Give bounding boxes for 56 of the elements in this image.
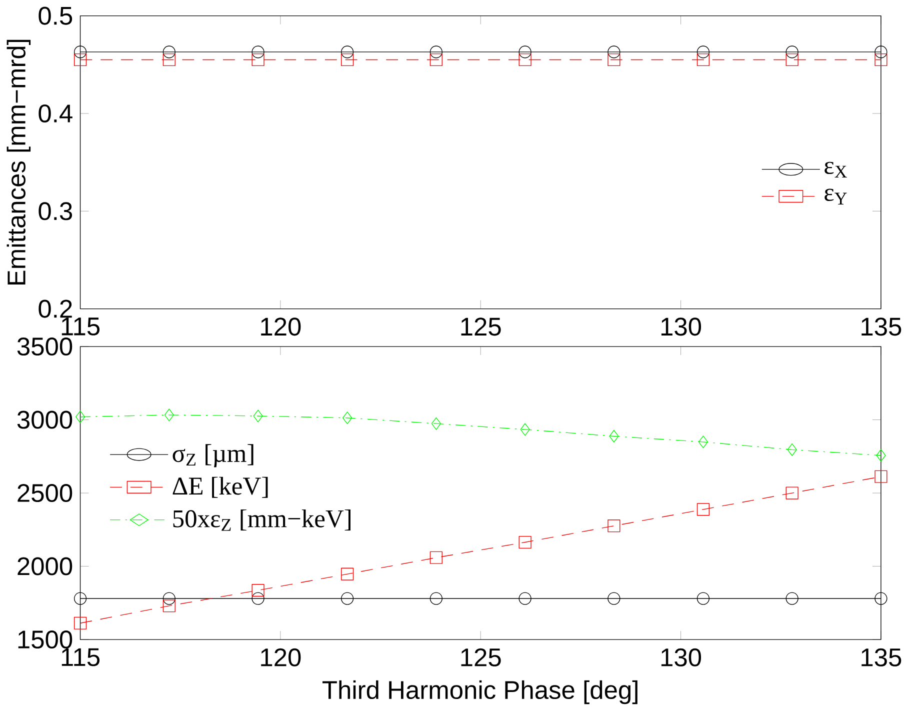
point — [341, 592, 354, 605]
x-tick-label: 125 — [461, 318, 501, 336]
point — [608, 592, 620, 605]
x-tick-label: 120 — [261, 318, 301, 336]
point — [162, 592, 176, 605]
y-tick-label: 0.2 — [38, 300, 72, 318]
legend-label: ε$_{X}$ — [824, 162, 847, 178]
point — [876, 449, 886, 462]
point — [74, 616, 87, 630]
x-tick-label: 135 — [862, 648, 902, 666]
y-axis-title: Emittances [mm−mrd] — [6, 40, 31, 285]
x-tick-label: 135 — [862, 318, 902, 336]
point — [162, 600, 176, 612]
point — [787, 443, 797, 456]
legend-label: ε$_{Y}$ — [824, 188, 847, 205]
point — [252, 584, 264, 597]
point — [430, 551, 442, 564]
point — [75, 410, 86, 424]
point — [608, 520, 620, 532]
point — [252, 592, 264, 605]
y-tick-label: 1500 — [18, 630, 72, 649]
point — [74, 592, 87, 605]
x-tick-label: 115 — [62, 318, 100, 336]
x-tick-label: 125 — [461, 648, 501, 666]
point — [874, 470, 888, 483]
x-axis-title: Third Harmonic Phase [deg] — [322, 680, 638, 704]
point — [518, 592, 532, 605]
point — [342, 412, 352, 424]
point — [518, 536, 532, 549]
point — [786, 486, 798, 500]
point — [609, 430, 619, 443]
y-tick-label: 2500 — [18, 484, 72, 502]
point — [696, 592, 710, 605]
legend-label: σ$_{Z}$ [µm] — [172, 444, 254, 468]
point — [164, 408, 174, 422]
point — [874, 592, 888, 605]
legend-label: ΔE [keV] — [172, 476, 268, 498]
x-tick-label: 115 — [62, 648, 100, 666]
legend-label: 50xε$_{Z}$ [mm−keV] — [173, 510, 350, 531]
point — [786, 592, 798, 605]
point — [431, 417, 441, 430]
point — [696, 503, 710, 516]
point — [341, 568, 354, 580]
y-tick-label: 0.3 — [38, 202, 72, 220]
x-tick-label: 130 — [661, 318, 702, 336]
y-tick-label: 0.5 — [38, 6, 72, 25]
y-tick-label: 3500 — [17, 338, 72, 356]
x-tick-label: 130 — [661, 648, 702, 666]
y-tick-label: 2000 — [18, 557, 72, 576]
x-tick-label: 120 — [261, 648, 301, 666]
y-tick-label: 0.4 — [38, 104, 72, 123]
point — [430, 592, 442, 605]
point — [520, 423, 530, 436]
point — [698, 436, 708, 448]
y-tick-label: 3000 — [17, 410, 72, 429]
point — [253, 410, 263, 422]
